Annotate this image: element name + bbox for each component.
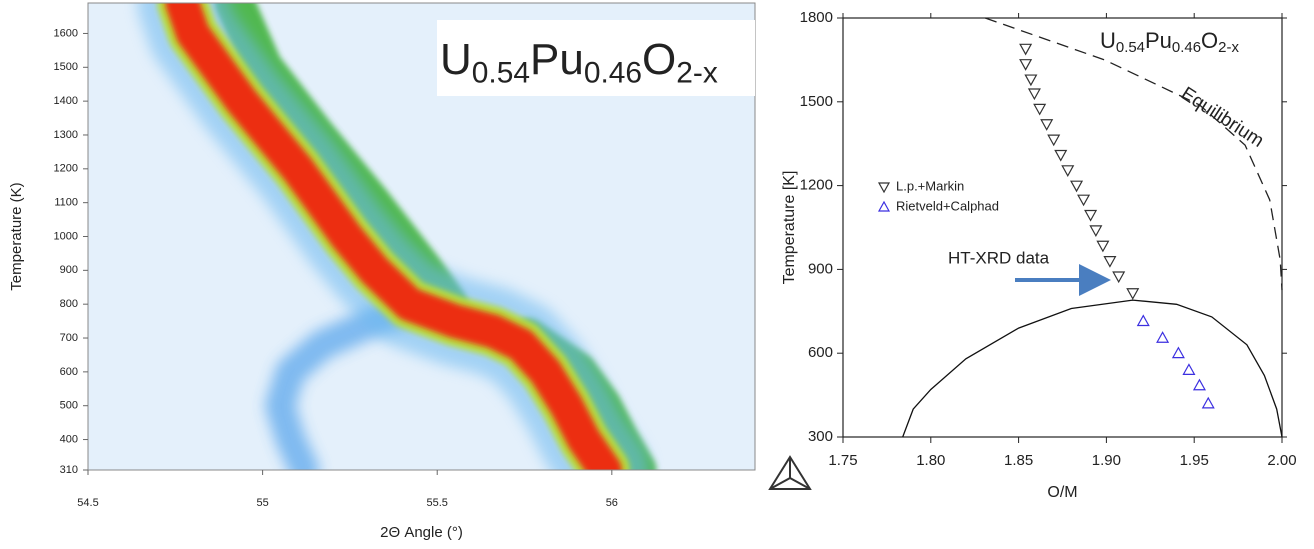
marker (1136, 314, 1150, 327)
x-tick-label: 1.95 (1180, 452, 1209, 469)
title-box (437, 20, 755, 96)
title-part: 2-x (1218, 39, 1239, 56)
x-tick-label: 55 (256, 497, 268, 509)
marker (1103, 256, 1117, 268)
marker (1089, 225, 1103, 238)
y-tick-label: 400 (60, 433, 78, 445)
x-axis-label: O/M (1047, 484, 1077, 501)
y-tick-label: 1500 (800, 93, 833, 110)
chart-title: U0.54Pu0.46O2-x (440, 35, 718, 90)
title-part: 0.46 (584, 56, 642, 89)
y-tick-label: 1300 (54, 129, 78, 141)
ridge (165, 3, 622, 470)
y-tick-label: 1100 (54, 197, 78, 209)
marker (1126, 288, 1140, 300)
y-tick-label: 900 (60, 264, 78, 276)
legend-label: L.p.+Markin (896, 178, 964, 193)
x-tick-label: 56 (606, 497, 618, 509)
y-tick-label: 600 (808, 344, 833, 361)
y-tick-label: 500 (60, 400, 78, 412)
x-axis-label: 2Θ Angle (°) (380, 524, 463, 541)
y-tick-label: 1800 (800, 9, 833, 26)
title-part: Pu (1145, 28, 1172, 53)
annotation: HT-XRD data (948, 248, 1050, 267)
y-tick-label: 800 (60, 298, 78, 310)
x-tick-label: 1.90 (1092, 452, 1121, 469)
marker (1061, 165, 1075, 177)
y-tick-label: 1000 (54, 230, 78, 242)
y-tick-label: 600 (60, 366, 78, 378)
marker (1033, 103, 1047, 116)
marker (1019, 43, 1033, 56)
marker (1156, 331, 1170, 343)
title-part: 2-x (676, 56, 718, 89)
marker (1096, 240, 1110, 253)
logo (768, 455, 812, 490)
x-tick-label: 1.80 (916, 452, 945, 469)
y-tick-label: 1500 (54, 61, 78, 73)
marker (1047, 134, 1061, 147)
y-tick-label: 1600 (54, 27, 78, 39)
marker (1054, 149, 1068, 162)
y-tick-label: 1200 (54, 163, 78, 175)
line-label: Equilibrium (1177, 83, 1267, 152)
marker (1019, 59, 1033, 71)
title-part: U (440, 35, 472, 84)
phase-line (902, 299, 1283, 438)
marker (1201, 396, 1215, 409)
x-tick-label: 1.75 (828, 452, 857, 469)
title-part: O (642, 35, 676, 84)
x-tick-label: 2.00 (1267, 452, 1296, 469)
marker (1182, 363, 1196, 375)
title-part: Pu (530, 35, 584, 84)
plot-frame (842, 17, 1283, 438)
y-tick-label: 900 (808, 260, 833, 277)
marker (1070, 180, 1084, 193)
y-axis-label: Temperature [K] (781, 171, 798, 285)
marker (1112, 271, 1126, 284)
marker (1192, 378, 1206, 391)
title-part: U (1100, 28, 1116, 53)
x-tick-label: 54.5 (77, 497, 98, 509)
x-tick-label: 55.5 (427, 497, 448, 509)
phase-line (984, 17, 1283, 291)
marker (1077, 194, 1091, 207)
marker (1027, 88, 1041, 101)
y-tick-label: 300 (808, 428, 833, 445)
marker (1171, 346, 1185, 359)
marker (1040, 119, 1054, 131)
legend-label: Rietveld+Calphad (896, 198, 999, 213)
y-tick-label: 700 (60, 332, 78, 344)
y-tick-label: 1200 (800, 177, 833, 194)
marker (1024, 74, 1038, 87)
heatmap (137, 3, 657, 470)
marker (1084, 209, 1098, 222)
title-part: 0.54 (472, 56, 530, 89)
chart-title: U0.54Pu0.46O2-x (1100, 28, 1239, 56)
legend-marker (877, 182, 891, 194)
title-part: 0.54 (1116, 39, 1145, 56)
y-tick-label: 310 (60, 464, 78, 476)
title-part: O (1201, 28, 1218, 53)
x-tick-label: 1.85 (1004, 452, 1033, 469)
y-axis-label: Temperature (K) (8, 182, 25, 290)
y-tick-label: 1400 (54, 95, 78, 107)
title-part: 0.46 (1172, 39, 1201, 56)
legend-marker (877, 200, 891, 212)
